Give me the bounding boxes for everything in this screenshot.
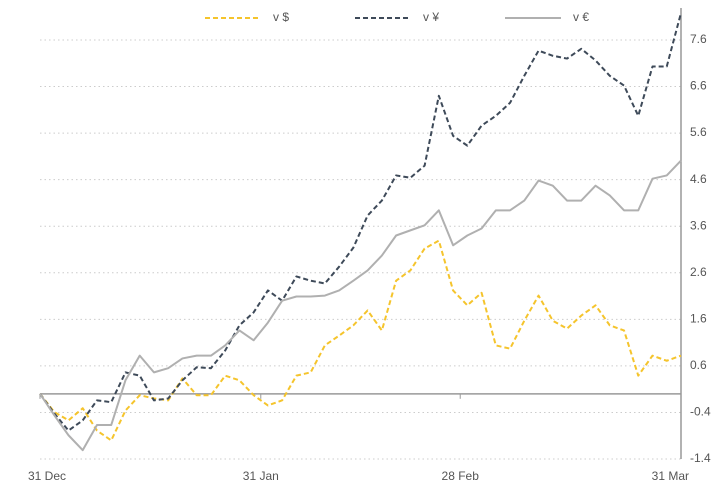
y-tick-label: -1.4 (690, 451, 711, 465)
y-tick-label: 3.6 (690, 218, 707, 232)
y-tick-label: 5.6 (690, 125, 707, 139)
x-tick-label: 31 Jan (243, 469, 279, 483)
y-tick-label: 1.6 (690, 311, 707, 325)
y-tick-label: 4.6 (690, 172, 707, 186)
y-tick-label: 7.6 (690, 32, 707, 46)
series-line (39, 12, 682, 432)
x-tick-label: 31 Dec (28, 469, 66, 483)
legend-label: v € (573, 10, 589, 24)
y-tick-label: -0.4 (690, 405, 711, 419)
y-tick-label: 6.6 (690, 79, 707, 93)
series-line (39, 239, 682, 442)
x-tick-label: 31 Mar (652, 469, 689, 483)
series-line (39, 159, 682, 452)
x-tick-label: 28 Feb (442, 469, 480, 483)
y-tick-label: 0.6 (690, 358, 707, 372)
y-tick-label: 2.6 (690, 265, 707, 279)
legend-label: v ¥ (423, 10, 439, 24)
legend-label: v $ (273, 10, 289, 24)
